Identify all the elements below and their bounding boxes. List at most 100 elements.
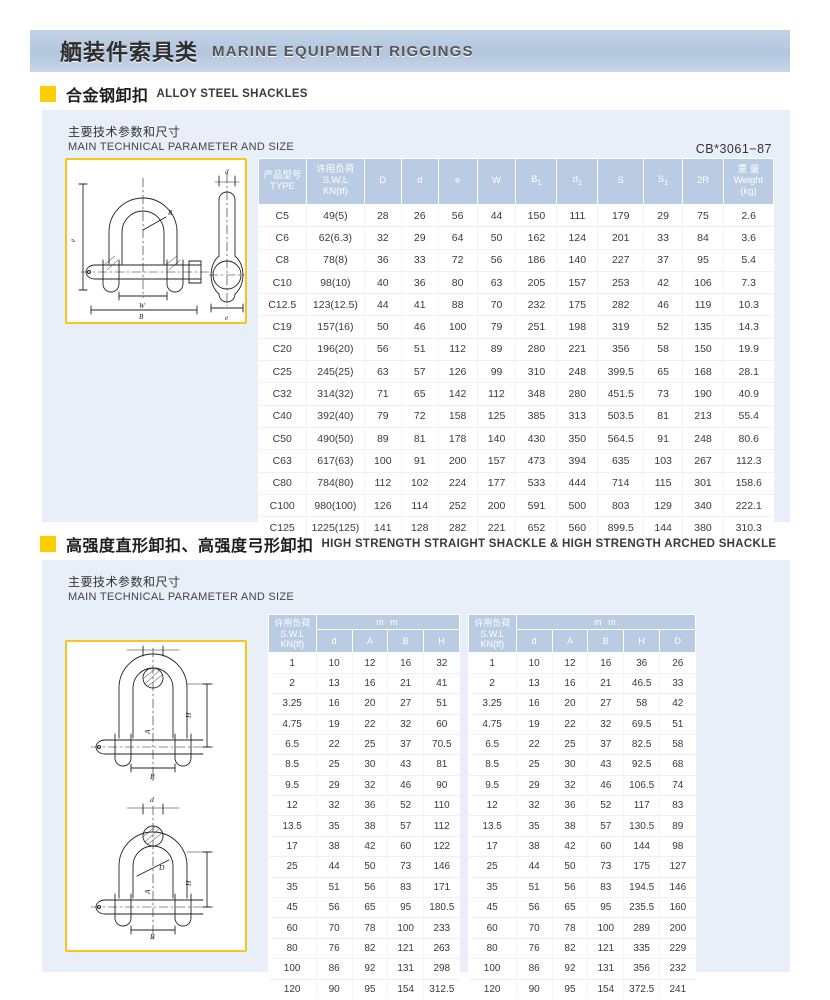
table-cell: 58 [623, 693, 661, 715]
table-cell: 82 [352, 938, 389, 960]
table-cell: 175 [556, 293, 599, 317]
table-cell: 98 [659, 836, 696, 858]
table-cell: 32 [387, 714, 425, 735]
table-cell: 32 [552, 775, 589, 797]
table-cell: 115 [643, 472, 684, 495]
table-cell: 45 [468, 897, 517, 919]
table-cell: 69.5 [623, 714, 661, 735]
table-cell: 46 [643, 293, 684, 317]
table-cell: 2 [268, 673, 317, 695]
col-group-mm: m m [515, 613, 697, 631]
table-cell: 350 [556, 427, 599, 451]
table-cell: 71 [364, 382, 402, 406]
table-header-row-sub: d A B H [269, 629, 460, 654]
col-W: W [476, 158, 517, 205]
table-cell: 135 [682, 315, 724, 339]
table-cell: 160 [659, 897, 696, 919]
table-cell: 60 [423, 714, 460, 735]
table-cell: C63 [258, 449, 307, 473]
table-cell: 38 [516, 836, 553, 858]
table-row: 100 86 92 131 298 [268, 958, 460, 980]
table-cell: 282 [438, 516, 478, 539]
table-cell: 91 [401, 449, 439, 473]
table-cell: 213 [682, 405, 724, 428]
table-cell: 51 [316, 877, 353, 899]
col-swl: 许用负荷 S.W.L KN(tf) [468, 613, 517, 654]
table-cell: 43 [587, 754, 625, 776]
high-strength-arched-shackle-table: 许用负荷 S.W.L KN(tf) m m d A B H D 1 10 12 16 3… [468, 613, 697, 1000]
table-cell: 89 [659, 815, 696, 837]
table-cell: 35 [516, 815, 553, 837]
table-cell: 25 [468, 856, 517, 878]
table-cell: 399.5 [597, 360, 645, 384]
col-B: B [587, 629, 625, 654]
table-cell: 1 [468, 652, 517, 674]
table-cell: C20 [258, 338, 307, 362]
table-cell: 1 [268, 652, 317, 674]
table-cell: 12 [552, 652, 589, 674]
table-cell: 56 [516, 897, 553, 919]
table-cell: 83 [659, 795, 696, 817]
col-B: B [387, 629, 425, 654]
table-cell: 591 [515, 494, 558, 518]
svg-text:A: A [143, 889, 152, 895]
table-cell: 126 [438, 360, 478, 384]
table-cell: 356 [597, 338, 645, 362]
table-cell: 392(40) [306, 405, 365, 428]
table-row: C63 617(63) 100 91 200 157 473 394 635 103 267 112.… [258, 449, 774, 473]
table-cell: 3.25 [468, 693, 517, 715]
table-cell: 100 [387, 917, 425, 939]
table-cell: 92 [352, 958, 389, 980]
table-cell: 144 [643, 516, 684, 539]
high-strength-shackles-drawing: H A B [65, 640, 247, 952]
table-cell: 91 [643, 427, 684, 451]
table-row: 12 32 36 52 110 [268, 795, 460, 817]
table-row: C40 392(40) 79 72 158 125 385 313 503.5 81 213 55.4 [258, 405, 774, 428]
table-cell: 50 [552, 856, 589, 878]
table-cell: 90 [316, 979, 353, 1000]
table-cell: 44 [477, 204, 517, 228]
table-cell: 22 [316, 734, 353, 756]
table-cell: 25 [268, 856, 317, 878]
table-cell: 99 [477, 360, 517, 384]
col-S: S [597, 158, 645, 205]
table-cell: C25 [258, 360, 307, 384]
table-cell: 119 [682, 293, 724, 317]
table-cell: 157(16) [306, 315, 365, 339]
table-cell: 120 [468, 979, 517, 1000]
table-cell: 150 [515, 204, 558, 228]
table-cell: C40 [258, 405, 307, 428]
table-row: 120 90 95 154 312.5 [268, 979, 460, 1000]
table-cell: 84 [682, 226, 724, 250]
table-cell: 6.5 [268, 734, 317, 756]
table-cell: 245(25) [306, 360, 365, 384]
table-cell: 179 [597, 204, 645, 228]
table-cell: 150 [682, 338, 724, 362]
table-cell: 201 [597, 226, 645, 250]
table-cell: 490(50) [306, 427, 365, 451]
table-cell: 63 [477, 271, 517, 295]
yellow-square-icon [40, 536, 56, 552]
table-cell: 112 [364, 472, 402, 495]
svg-text:B: B [139, 313, 144, 321]
table-cell: C50 [258, 427, 307, 451]
table-cell: 37 [643, 249, 684, 272]
table-cell: C32 [258, 382, 307, 406]
table-cell: 221 [477, 516, 517, 539]
table-cell: 102 [401, 472, 439, 495]
table-cell: 385 [515, 405, 558, 428]
table-cell: 33 [401, 249, 439, 272]
table-cell: 241 [659, 979, 696, 1000]
table-cell: 123(12.5) [306, 293, 365, 317]
table-cell: 56 [552, 877, 589, 899]
table-cell: 110 [423, 795, 460, 817]
table-cell: 158.6 [723, 472, 774, 495]
table-cell: 430 [515, 427, 558, 451]
table-cell: 32 [352, 775, 389, 797]
table-cell: 356 [623, 958, 661, 980]
table-cell: 58 [643, 338, 684, 362]
table-cell: 51 [423, 693, 460, 715]
table-cell: 32 [316, 795, 353, 817]
table-cell: 140 [477, 427, 517, 451]
table-cell: 899.5 [597, 516, 645, 539]
